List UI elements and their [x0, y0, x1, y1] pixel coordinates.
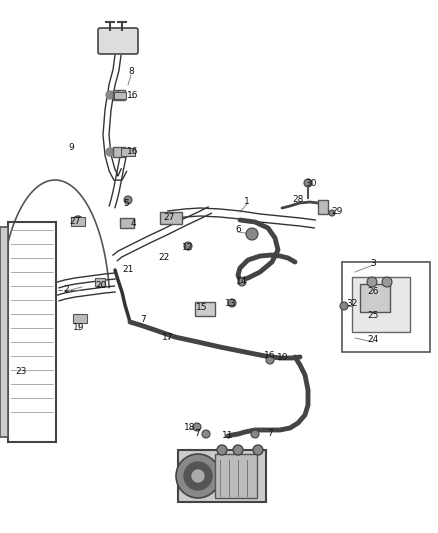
Circle shape: [192, 470, 204, 482]
Text: 2: 2: [63, 285, 69, 294]
Circle shape: [304, 179, 312, 187]
Bar: [178, 450, 266, 502]
Circle shape: [382, 277, 392, 287]
Text: 21: 21: [122, 264, 134, 273]
Bar: [352, 277, 410, 332]
Text: 19: 19: [73, 324, 85, 333]
Text: 23: 23: [15, 367, 27, 376]
Text: 10: 10: [277, 352, 289, 361]
Text: 24: 24: [367, 335, 378, 344]
Text: 27: 27: [163, 213, 175, 222]
Bar: [113, 90, 125, 100]
Circle shape: [184, 242, 192, 250]
Text: 5: 5: [123, 198, 129, 207]
Circle shape: [73, 216, 83, 226]
Circle shape: [228, 299, 236, 307]
Bar: [114, 92, 126, 99]
Circle shape: [184, 462, 212, 490]
Text: 3: 3: [370, 259, 376, 268]
Text: 4: 4: [130, 220, 136, 229]
Circle shape: [176, 454, 220, 498]
Circle shape: [251, 430, 259, 438]
Bar: [71, 217, 85, 226]
Bar: [160, 212, 182, 224]
Bar: [360, 284, 390, 312]
Circle shape: [202, 430, 210, 438]
Circle shape: [106, 91, 114, 99]
Text: 15: 15: [196, 303, 208, 311]
Text: 11: 11: [222, 432, 234, 440]
Circle shape: [246, 228, 258, 240]
Bar: [121, 148, 135, 156]
Text: 29: 29: [331, 206, 343, 215]
Circle shape: [266, 356, 274, 364]
Text: 30: 30: [305, 180, 317, 189]
Text: 9: 9: [68, 143, 74, 152]
Text: 26: 26: [367, 287, 379, 295]
Text: 7: 7: [267, 429, 273, 438]
Bar: [195, 302, 215, 316]
Text: 8: 8: [128, 68, 134, 77]
Text: 16: 16: [264, 351, 276, 360]
FancyBboxPatch shape: [98, 28, 138, 54]
Circle shape: [238, 278, 246, 286]
Text: 16: 16: [127, 91, 139, 100]
Bar: [113, 147, 125, 157]
Text: 7: 7: [194, 429, 200, 438]
Text: 32: 32: [346, 300, 358, 309]
Circle shape: [329, 210, 335, 216]
Circle shape: [217, 445, 227, 455]
Bar: [318, 200, 328, 214]
Bar: [120, 218, 134, 228]
Text: 17: 17: [162, 333, 174, 342]
Circle shape: [117, 150, 123, 156]
Circle shape: [117, 92, 123, 98]
Text: 20: 20: [95, 280, 107, 289]
Text: 12: 12: [182, 244, 194, 253]
Circle shape: [367, 277, 377, 287]
Text: 1: 1: [244, 198, 250, 206]
Circle shape: [124, 196, 132, 204]
Text: 13: 13: [225, 298, 237, 308]
Bar: [0, 227, 8, 437]
Text: 28: 28: [292, 196, 304, 205]
Circle shape: [340, 302, 348, 310]
Circle shape: [233, 445, 243, 455]
Text: 27: 27: [69, 216, 81, 225]
Bar: [8, 222, 56, 442]
Bar: [73, 314, 87, 323]
Bar: [342, 262, 430, 352]
Circle shape: [193, 423, 201, 431]
Bar: [95, 278, 105, 286]
Text: 25: 25: [367, 311, 379, 319]
Circle shape: [124, 148, 132, 156]
Text: 16: 16: [127, 148, 139, 157]
Bar: [215, 454, 257, 498]
Text: 14: 14: [237, 278, 247, 287]
Text: 6: 6: [235, 225, 241, 235]
Circle shape: [253, 445, 263, 455]
Text: 7: 7: [140, 316, 146, 325]
Circle shape: [106, 148, 114, 156]
Circle shape: [115, 92, 121, 98]
Text: 18: 18: [184, 423, 196, 432]
Text: 22: 22: [159, 254, 170, 262]
